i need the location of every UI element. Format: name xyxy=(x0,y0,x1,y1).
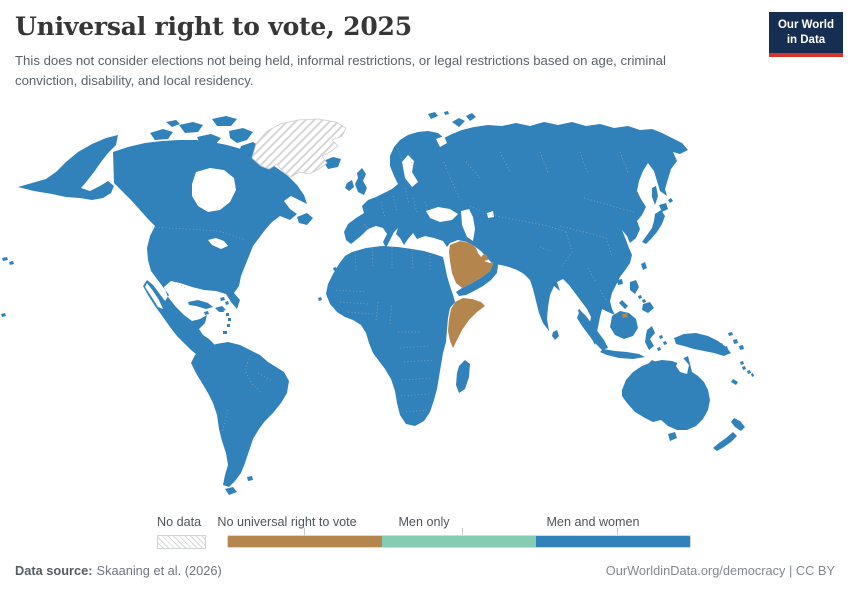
legend-no-data-swatch[interactable] xyxy=(157,535,206,549)
country-borders xyxy=(151,147,635,433)
region-north-america[interactable] xyxy=(18,135,313,367)
region-atlantic-specks[interactable] xyxy=(318,267,337,301)
page-title: Universal right to vote, 2025 xyxy=(15,12,412,41)
land-no-universal-right xyxy=(448,241,628,348)
owid-license-link[interactable]: OurWorldinData.org/democracy | CC BY xyxy=(605,563,835,578)
legend-swatch-men-and-women[interactable] xyxy=(536,536,690,547)
chart-subtitle: This does not consider elections not bei… xyxy=(15,53,666,88)
legend-tick-2 xyxy=(462,528,463,535)
region-madagascar[interactable] xyxy=(456,360,470,393)
region-arctic-islands[interactable] xyxy=(150,116,263,158)
legend-swatch-no-universal-right[interactable] xyxy=(228,536,382,547)
region-iceland[interactable] xyxy=(323,157,341,169)
legend-label-men-and-women: Men and women xyxy=(546,515,640,529)
legend-tick-1 xyxy=(304,528,305,535)
legend-label-men-only: Men only xyxy=(398,515,450,529)
region-yemen-oman[interactable] xyxy=(456,262,498,296)
chart-footer: Data source: Skaaning et al. (2026) OurWo… xyxy=(15,563,835,578)
region-somalia[interactable] xyxy=(448,298,485,348)
region-arabian-peninsula[interactable] xyxy=(449,241,494,288)
region-eurasia[interactable] xyxy=(344,122,688,345)
region-australia[interactable] xyxy=(622,356,710,441)
region-arctic-russia-islands[interactable] xyxy=(428,111,476,127)
land-men-and-women xyxy=(1,111,754,495)
data-source-value: Skaaning et al. (2026) xyxy=(96,563,222,578)
owid-logo[interactable]: Our World in Data xyxy=(769,12,843,57)
legend-no-data-label: No data xyxy=(157,515,202,529)
region-south-america[interactable] xyxy=(191,342,289,495)
owid-logo-line2: in Data xyxy=(786,33,826,46)
owid-logo-line1: Our World xyxy=(777,19,834,31)
region-brunei[interactable] xyxy=(622,313,628,318)
region-east-asia-islands[interactable] xyxy=(617,186,673,285)
region-new-zealand[interactable] xyxy=(713,418,745,451)
legend-color-bar xyxy=(227,535,691,548)
region-africa[interactable] xyxy=(326,246,455,426)
region-new-guinea[interactable] xyxy=(674,332,744,356)
region-greenland[interactable] xyxy=(251,118,347,178)
data-source-label: Data source: xyxy=(15,563,93,578)
legend-tick-3 xyxy=(617,528,618,535)
legend-label-no-universal-right: No universal right to vote xyxy=(217,515,357,529)
legend-swatch-men-only[interactable] xyxy=(382,536,536,547)
land-no-data xyxy=(251,118,347,178)
chart-header: Universal right to vote, 2025 This does … xyxy=(15,12,755,91)
region-caribbean-islands[interactable] xyxy=(188,297,231,334)
map-legend: No data No universal right to vote Men o… xyxy=(155,513,715,553)
border-lines xyxy=(151,147,635,433)
region-british-isles[interactable] xyxy=(345,168,367,195)
